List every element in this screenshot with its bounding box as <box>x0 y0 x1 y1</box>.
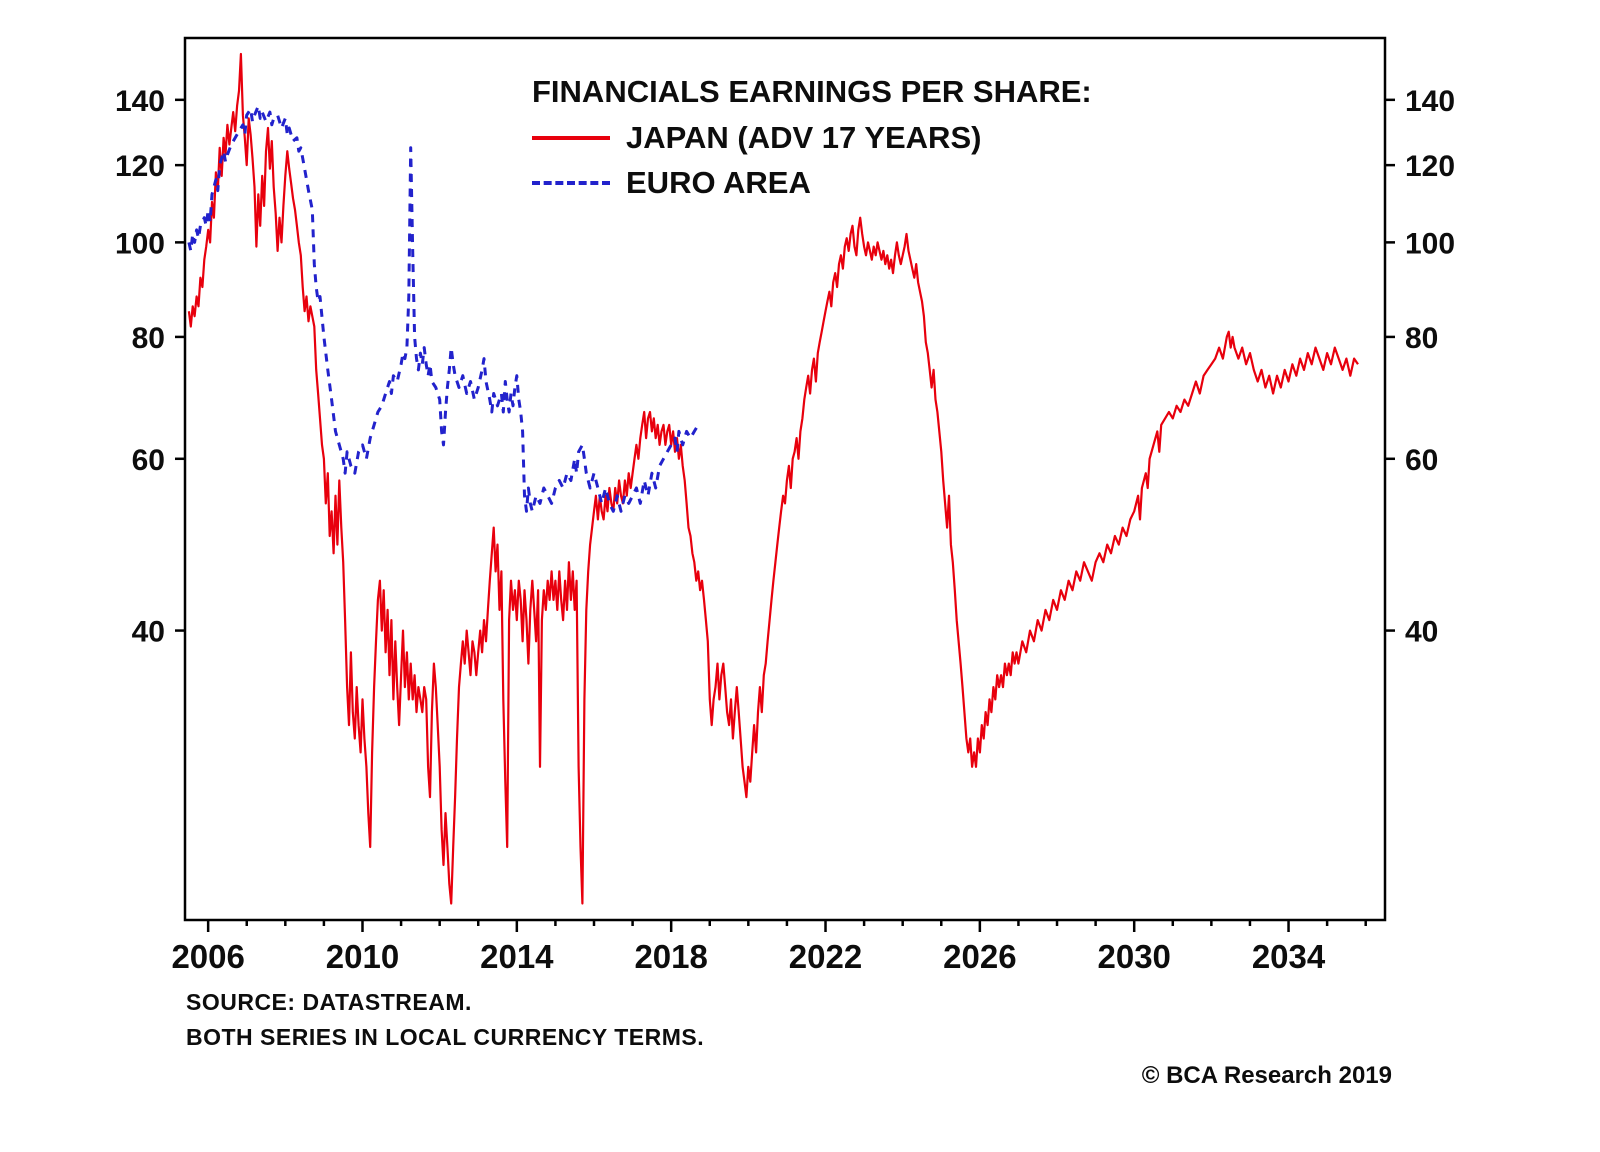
x-axis-label: 2018 <box>634 938 707 975</box>
x-axis-label: 2014 <box>480 938 554 975</box>
series-note: BOTH SERIES IN LOCAL CURRENCY TERMS. <box>186 1024 705 1050</box>
japan-series-line <box>187 52 1359 905</box>
y-axis-label-right: 80 <box>1405 322 1438 355</box>
japan-line-sample <box>532 136 610 140</box>
y-axis-label-right: 140 <box>1405 85 1455 118</box>
euro-area-line-sample <box>532 181 610 185</box>
y-axis-label-left: 140 <box>115 85 165 118</box>
y-axis-label-left: 100 <box>115 227 165 260</box>
copyright-note: © BCA Research 2019 <box>1141 1062 1392 1089</box>
x-axis-label: 2026 <box>943 938 1016 975</box>
plot-frame <box>183 36 1387 922</box>
y-axis-label-right: 100 <box>1405 227 1455 260</box>
y-axis-label-right: 60 <box>1405 444 1438 477</box>
source-note: SOURCE: DATASTREAM. <box>186 989 472 1015</box>
chart-footnotes: SOURCE: DATASTREAM. BOTH SERIES IN LOCAL… <box>186 985 704 1055</box>
y-axis-label-left: 60 <box>132 444 165 477</box>
euro-area-series-line <box>187 104 700 513</box>
y-axis-label-left: 40 <box>132 616 165 649</box>
x-axis-label: 2010 <box>326 938 399 975</box>
y-axis-label-right: 120 <box>1405 150 1455 183</box>
legend-label-japan: JAPAN (ADV 17 YEARS) <box>626 120 982 155</box>
y-axis-label-right: 40 <box>1405 616 1438 649</box>
chart-title: FINANCIALS EARNINGS PER SHARE: <box>532 74 1092 109</box>
x-axis-label: 2034 <box>1252 938 1326 975</box>
legend-label-euro-area: EURO AREA <box>626 165 811 200</box>
y-axis-label-left: 80 <box>132 322 165 355</box>
y-axis-label-left: 120 <box>115 150 165 183</box>
legend-item-euro-area: EURO AREA <box>532 165 1092 200</box>
chart-legend: FINANCIALS EARNINGS PER SHARE: JAPAN (AD… <box>532 74 1092 200</box>
x-axis-label: 2006 <box>171 938 244 975</box>
legend-item-japan: JAPAN (ADV 17 YEARS) <box>532 120 1092 155</box>
x-axis-label: 2030 <box>1097 938 1170 975</box>
x-axis-label: 2022 <box>789 938 862 975</box>
